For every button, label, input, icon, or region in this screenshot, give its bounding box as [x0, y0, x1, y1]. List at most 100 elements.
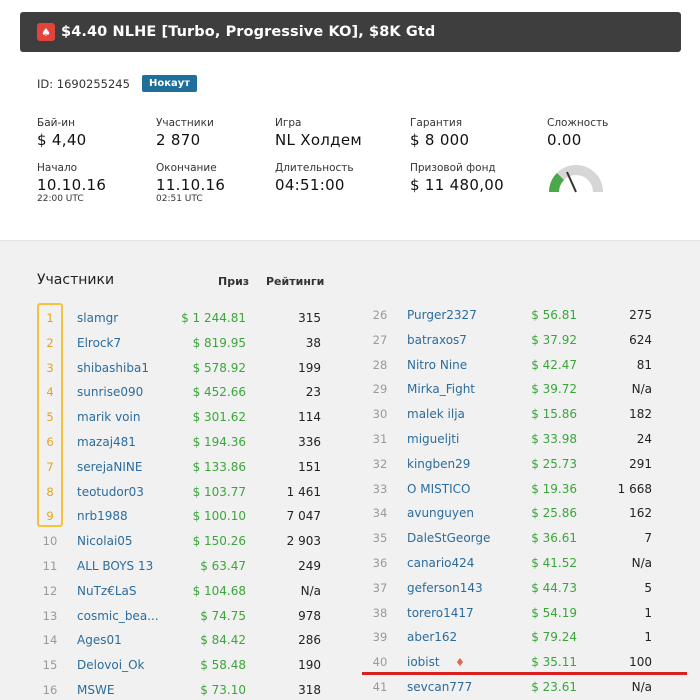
table-row[interactable]: 29 Mirka_Fight $ 39.72 N/a — [0, 377, 700, 401]
player-name-link[interactable]: shibashiba1 — [77, 360, 149, 375]
player-rating: 286 — [298, 633, 321, 648]
player-rating: 100 — [629, 655, 652, 670]
player-name-link[interactable]: sevcan777 — [407, 680, 473, 694]
stat-prizepool: Призовой фонд $ 11 480,00 — [410, 162, 504, 194]
table-row[interactable]: 9 nrb1988 $ 100.10 7 047 — [0, 504, 700, 528]
table-row[interactable]: 4 sunrise090 $ 452.66 23 — [0, 380, 700, 404]
table-row[interactable]: 13 cosmic_bea... $ 74.75 978 — [0, 604, 700, 628]
player-name-link[interactable]: malek ilja — [407, 407, 465, 422]
player-prize: $ 23.61 — [531, 680, 577, 694]
player-name-link[interactable]: avunguyen — [407, 506, 474, 521]
stat-start: Начало 10.10.16 22:00 UTC — [37, 162, 106, 204]
player-name-link[interactable]: iobist — [407, 655, 440, 670]
player-prize: $ 74.75 — [200, 608, 246, 623]
pokerstars-icon: ♦ — [455, 655, 465, 669]
player-prize: $ 104.68 — [192, 583, 246, 598]
player-name-link[interactable]: Nitro Nine — [407, 357, 468, 372]
row-rank: 14 — [42, 633, 58, 648]
difficulty-gauge-icon — [549, 165, 603, 193]
player-prize: $ 79.24 — [531, 630, 577, 645]
stat-value: 11.10.16 — [156, 176, 226, 194]
table-row[interactable]: 1 slamgr $ 1 244.81 315 — [0, 306, 700, 330]
player-name-link[interactable]: aber162 — [407, 630, 458, 645]
table-row[interactable]: 5 marik voin $ 301.62 114 — [0, 405, 700, 429]
stat-label: Гарантия — [410, 117, 463, 129]
table-row[interactable]: 33 O MISTICO $ 19.36 1 668 — [0, 477, 700, 501]
player-name-link[interactable]: NuTz€LaS — [77, 583, 137, 598]
player-name-link[interactable]: slamgr — [77, 311, 119, 325]
table-row[interactable]: 2 Elrock7 $ 819.95 38 — [0, 331, 700, 355]
player-name-link[interactable]: marik voin — [77, 410, 141, 425]
table-row[interactable]: 3 shibashiba1 $ 578.92 199 — [0, 356, 700, 380]
table-row[interactable]: 11 ALL BOYS 13 $ 63.47 249 — [0, 554, 700, 578]
player-name-link[interactable]: Elrock7 — [77, 335, 122, 350]
stat-label: Начало — [37, 162, 78, 174]
player-name-link[interactable]: ALL BOYS 13 — [77, 559, 154, 573]
table-row[interactable]: 14 Ages01 $ 84.42 286 — [0, 628, 700, 652]
player-name-link[interactable]: DaleStGeorge — [407, 531, 491, 546]
stat-subtext: 02:51 UTC — [156, 194, 203, 204]
participants-panel — [0, 240, 700, 700]
table-row[interactable]: 12 NuTz€LaS $ 104.68 N/a — [0, 579, 700, 603]
player-name-link[interactable]: canario424 — [407, 556, 475, 570]
player-name-link[interactable]: Purger2327 — [407, 308, 477, 322]
table-row[interactable]: 31 migueljti $ 33.98 24 — [0, 427, 700, 451]
knockout-badge[interactable]: Нокаут — [141, 75, 198, 92]
row-rank: 16 — [42, 683, 58, 697]
table-row[interactable]: 30 malek ilja $ 15.86 182 — [0, 402, 700, 426]
table-row[interactable]: 37 geferson143 $ 44.73 5 — [0, 576, 700, 600]
player-name-link[interactable]: torero1417 — [407, 605, 474, 620]
table-row[interactable]: 10 Nicolai05 $ 150.26 2 903 — [0, 529, 700, 553]
table-row[interactable]: 7 serejaNINE $ 133.86 151 — [0, 455, 700, 479]
table-row[interactable]: 36 canario424 $ 41.52 N/a — [0, 551, 700, 575]
highlight-underline — [362, 672, 687, 675]
table-row[interactable]: 26 Purger2327 $ 56.81 275 — [0, 303, 700, 327]
table-row[interactable]: 41 sevcan777 $ 23.61 N/a — [0, 675, 700, 699]
player-name-link[interactable]: mazaj481 — [77, 435, 136, 449]
player-name-link[interactable]: teotudor03 — [77, 484, 144, 499]
row-rank: 31 — [372, 432, 388, 446]
table-row[interactable]: 27 batraxos7 $ 37.92 624 — [0, 328, 700, 352]
player-name-link[interactable]: MSWE — [77, 683, 115, 697]
player-name-link[interactable]: cosmic_bea... — [77, 608, 159, 623]
player-prize: $ 36.61 — [531, 531, 577, 546]
player-rating: 190 — [298, 658, 321, 673]
row-rank: 6 — [46, 435, 54, 449]
table-row[interactable]: 16 MSWE $ 73.10 318 — [0, 678, 700, 700]
player-name-link[interactable]: sunrise090 — [77, 385, 144, 400]
table-row[interactable]: 35 DaleStGeorge $ 36.61 7 — [0, 526, 700, 550]
player-name-link[interactable]: batraxos7 — [407, 332, 467, 347]
row-rank: 28 — [372, 357, 388, 372]
player-name-link[interactable]: migueljti — [407, 432, 460, 446]
player-rating: 1 — [644, 605, 652, 620]
player-prize: $ 84.42 — [200, 633, 246, 648]
table-row[interactable]: 40 iobist $ 35.11 100 ♦ — [0, 650, 700, 674]
table-row[interactable]: 39 aber162 $ 79.24 1 — [0, 625, 700, 649]
player-prize: $ 103.77 — [192, 484, 246, 499]
player-rating: 1 461 — [286, 484, 321, 499]
table-row[interactable]: 38 torero1417 $ 54.19 1 — [0, 601, 700, 625]
table-row[interactable]: 34 avunguyen $ 25.86 162 — [0, 501, 700, 525]
stat-label: Длительность — [275, 162, 354, 174]
stat-value: $ 11 480,00 — [410, 176, 504, 194]
player-name-link[interactable]: Ages01 — [77, 633, 122, 648]
table-row[interactable]: 28 Nitro Nine $ 42.47 81 — [0, 353, 700, 377]
player-name-link[interactable]: nrb1988 — [77, 509, 128, 524]
tournament-id-row: ID: 1690255245 Нокаут — [37, 75, 198, 92]
player-name-link[interactable]: O MISTICO — [407, 481, 471, 496]
player-name-link[interactable]: Mirka_Fight — [407, 382, 476, 397]
player-name-link[interactable]: Nicolai05 — [77, 534, 133, 549]
player-name-link[interactable]: geferson143 — [407, 580, 483, 595]
player-rating: 318 — [298, 683, 321, 697]
player-rating: 38 — [305, 335, 321, 350]
table-row[interactable]: 8 teotudor03 $ 103.77 1 461 — [0, 480, 700, 504]
row-rank: 4 — [46, 385, 54, 400]
row-rank: 7 — [46, 459, 54, 474]
player-name-link[interactable]: kingben29 — [407, 456, 471, 471]
table-row[interactable]: 6 mazaj481 $ 194.36 336 — [0, 430, 700, 454]
player-prize: $ 42.47 — [531, 357, 577, 372]
table-row[interactable]: 15 Delovoi_Ok $ 58.48 190 — [0, 653, 700, 677]
player-name-link[interactable]: serejaNINE — [77, 459, 143, 474]
player-name-link[interactable]: Delovoi_Ok — [77, 658, 145, 673]
table-row[interactable]: 32 kingben29 $ 25.73 291 — [0, 452, 700, 476]
